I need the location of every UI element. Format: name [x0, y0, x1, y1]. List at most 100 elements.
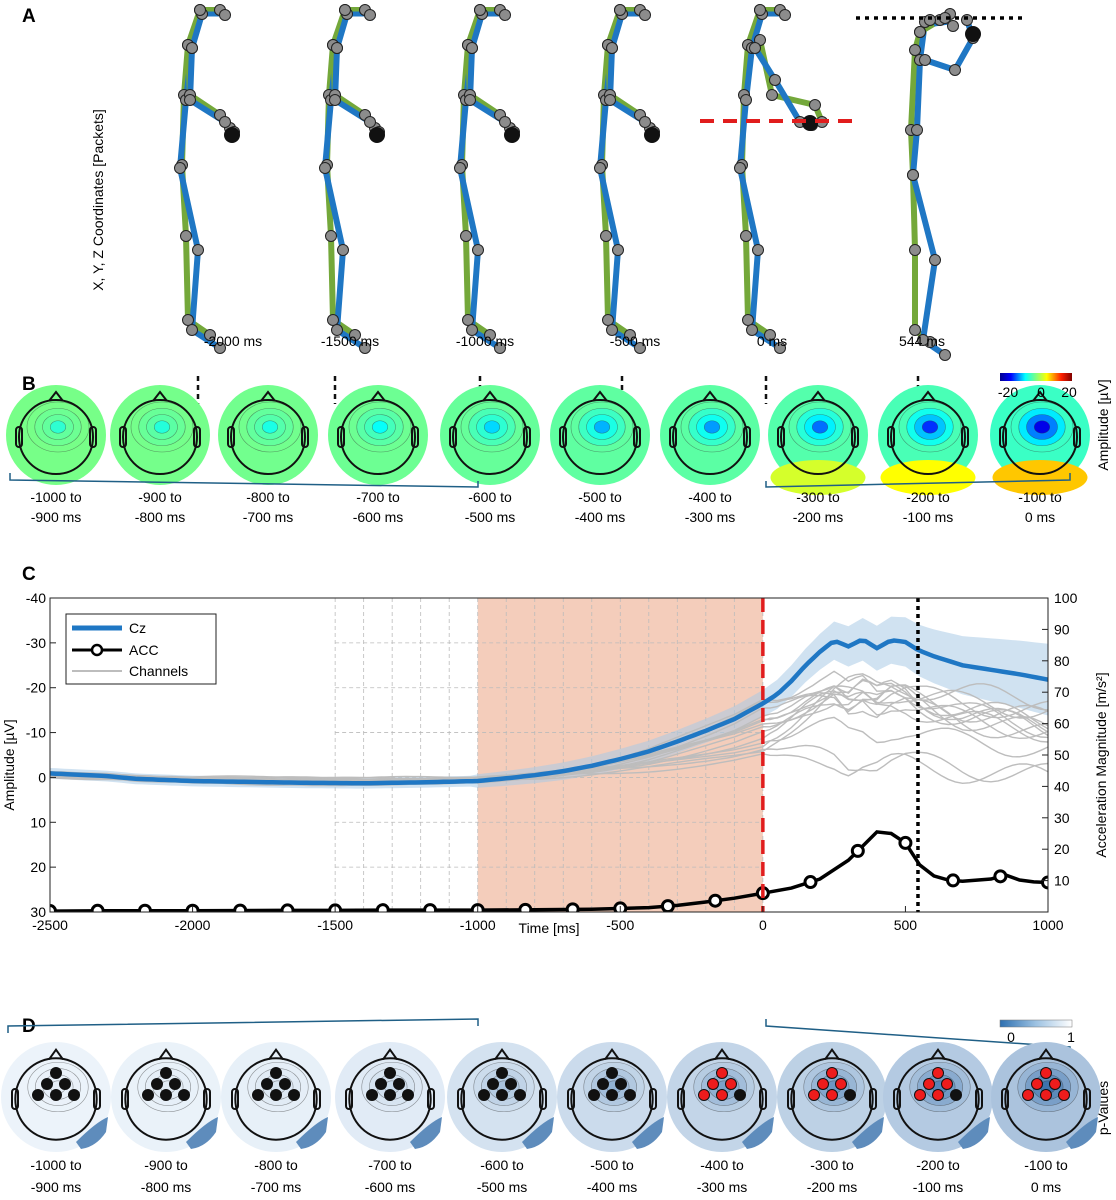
amplitude-topomap-labels: -1000 to -900 ms -900 to -800 ms -800 to -700… [30, 489, 1062, 525]
electrode-marker [932, 1067, 944, 1079]
left-ear-outline [893, 1088, 901, 1110]
electrode-marker [950, 1089, 962, 1101]
acc-marker [993, 869, 1008, 884]
right-ear-outline [1083, 1088, 1091, 1110]
left-ear-outline [11, 1088, 19, 1110]
head-outline [570, 1057, 654, 1141]
cz-confidence-band [50, 616, 1048, 789]
window-label-end: -400 ms [587, 1179, 638, 1195]
joint-marker [911, 124, 923, 136]
panel-label-b: B [22, 374, 36, 395]
electrode-marker [32, 1089, 44, 1101]
x-tick-label: 500 [894, 917, 918, 933]
joint-marker [606, 324, 618, 336]
topomap-edge-region [852, 1117, 884, 1149]
joint-marker [219, 116, 231, 128]
electrode-marker [384, 1089, 396, 1101]
y-tick-label: -20 [26, 680, 46, 696]
ball-marker [965, 26, 981, 42]
electrode-marker [1049, 1078, 1061, 1090]
electrode-marker [252, 1089, 264, 1101]
acc-marker [518, 902, 533, 912]
p-value-topomap [883, 1042, 993, 1152]
electrode-marker [41, 1078, 53, 1090]
electrode-marker [725, 1078, 737, 1090]
electrode-marker [384, 1067, 396, 1079]
nose-outline [592, 390, 608, 402]
x-tick-label: 0 [759, 917, 767, 933]
amplitude-topomaps [6, 385, 1090, 495]
nose-outline [604, 1047, 620, 1060]
electrode-marker [844, 1089, 856, 1101]
colorbar-min: -20 [998, 384, 1018, 400]
topomap-posterior-zone [992, 460, 1088, 495]
window-label-start: -400 to [700, 1157, 744, 1173]
amplitude-topomap [110, 385, 210, 485]
electrode-marker [1040, 1067, 1052, 1079]
acc-marker [50, 904, 57, 912]
joint-marker [606, 42, 618, 54]
left-ear-outline [559, 426, 567, 448]
electrode-marker [1031, 1078, 1043, 1090]
p-value-topomap [1, 1042, 111, 1152]
colorbar-max: 20 [1061, 384, 1077, 400]
topomap-edge-region [76, 1117, 108, 1149]
ball-marker [644, 127, 660, 143]
topomap-contour [703, 420, 721, 434]
window-label-start: -600 to [480, 1157, 524, 1173]
acc-marker [708, 893, 723, 908]
topomap-edge-region [296, 1117, 328, 1149]
electrode-marker [826, 1067, 838, 1079]
joint-marker [749, 42, 761, 54]
electrode-marker [624, 1089, 636, 1101]
joint-marker [634, 342, 646, 354]
electrode-marker [808, 1089, 820, 1101]
window-label-start: -800 to [246, 489, 290, 505]
window-label-end: -900 ms [31, 509, 82, 525]
joint-marker [740, 94, 752, 106]
right-ear-outline [427, 1088, 435, 1110]
head-outline [452, 399, 528, 475]
window-label-end: 0 ms [1025, 509, 1055, 525]
window-label-end: -900 ms [31, 1179, 82, 1195]
time-label: 0 ms [757, 333, 787, 349]
nose-outline [702, 390, 718, 402]
electrode-marker [270, 1067, 282, 1079]
x-tick-label: -1500 [317, 917, 353, 933]
joint-marker [454, 162, 466, 174]
electrode-marker [716, 1067, 728, 1079]
electrode-marker [606, 1089, 618, 1101]
left-ear-outline [337, 426, 345, 448]
topomap-edge-region [1066, 1117, 1098, 1149]
window-label-end: -100 ms [913, 1179, 964, 1195]
window-label-start: -900 to [138, 489, 182, 505]
electrode-marker [588, 1089, 600, 1101]
joint-marker [186, 42, 198, 54]
joint-marker [186, 324, 198, 336]
window-label-start: -600 to [468, 489, 512, 505]
joint-marker [809, 99, 821, 111]
nose-outline [824, 1047, 840, 1060]
joint-marker [184, 94, 196, 106]
head-outline [780, 399, 856, 475]
head-outline [460, 1057, 544, 1141]
joint-marker [909, 324, 921, 336]
topomap-edge-region [742, 1117, 774, 1149]
window-label-start: -900 to [144, 1157, 188, 1173]
left-ear-outline [457, 1088, 465, 1110]
electrode-marker [160, 1067, 172, 1079]
left-ear-outline [887, 426, 895, 448]
window-label-start: -500 to [578, 489, 622, 505]
head-outline [1002, 399, 1078, 475]
joint-marker [769, 74, 781, 86]
left-ear-outline [677, 1088, 685, 1110]
nose-outline [810, 390, 826, 402]
right-ear-outline [203, 1088, 211, 1110]
x-tick-label: -2500 [32, 917, 68, 933]
amplitude-topomap [6, 385, 106, 485]
left-ear-outline [121, 1088, 129, 1110]
electrode-marker [178, 1089, 190, 1101]
electrode-marker [932, 1089, 944, 1101]
window-label-end: -600 ms [353, 509, 404, 525]
